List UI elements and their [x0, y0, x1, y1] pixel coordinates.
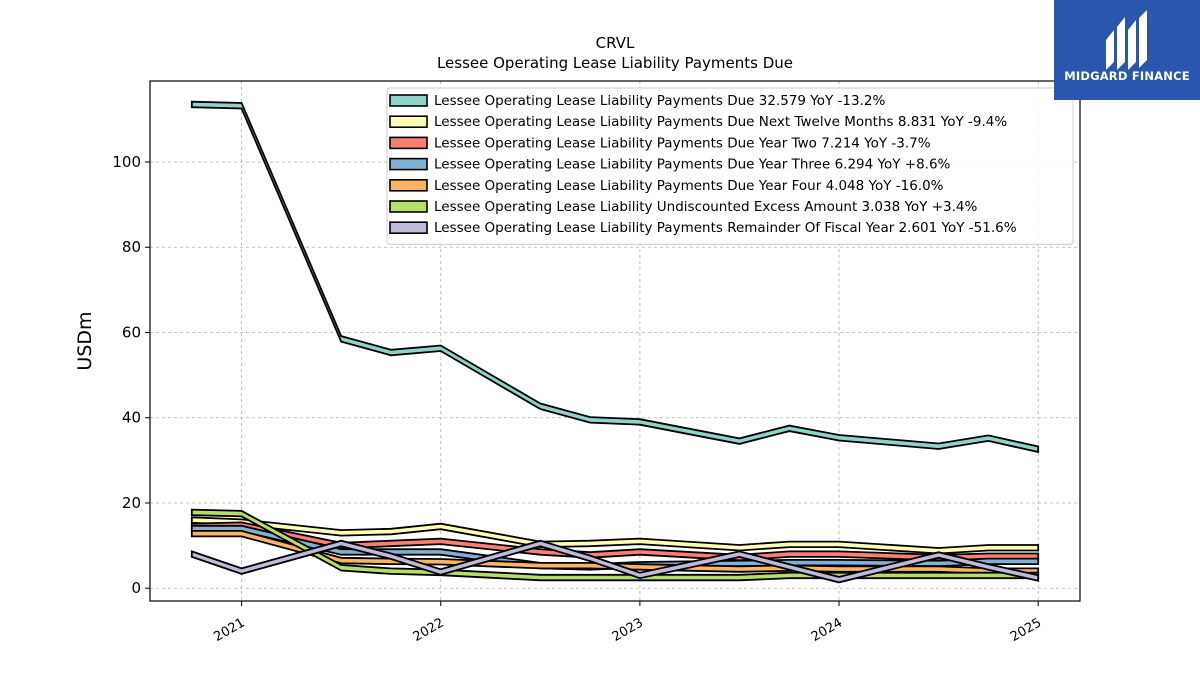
- legend-entry-7: Lessee Operating Lease Liability Payment…: [434, 220, 1017, 236]
- legend-swatch-7: [389, 221, 428, 234]
- brand-name: MIDGARD FINANCE: [1064, 69, 1190, 83]
- chart-title: CRVL: [596, 34, 635, 52]
- y-tick-label: 0: [131, 579, 141, 597]
- brand-logo-icon: [1106, 10, 1147, 70]
- y-tick-label: 100: [112, 153, 141, 171]
- legend-swatch-2: [389, 115, 428, 128]
- x-tick-label: 2022: [411, 615, 447, 645]
- x-tick-label: 2024: [809, 615, 845, 645]
- legend-entry-1: Lessee Operating Lease Liability Payment…: [434, 93, 885, 109]
- series-band-2: [190, 516, 1040, 555]
- legend-swatch-5: [389, 179, 428, 192]
- series-band-4: [190, 524, 1040, 571]
- x-tick-label: 2025: [1008, 615, 1044, 645]
- legend-swatch-6: [389, 200, 428, 213]
- brand-logo: MIDGARD FINANCE: [1054, 0, 1200, 100]
- series-layer: [190, 100, 1040, 584]
- legend-entry-4: Lessee Operating Lease Liability Payment…: [434, 157, 951, 173]
- legend-entry-3: Lessee Operating Lease Liability Payment…: [434, 135, 931, 151]
- series-band-7: [190, 539, 1040, 584]
- y-tick-label: 40: [122, 409, 141, 427]
- x-tick-label: 2023: [610, 615, 646, 645]
- legend-swatch-1: [389, 94, 428, 107]
- legend: Lessee Operating Lease Liability Payment…: [386, 87, 1074, 245]
- x-tick-label: 2021: [211, 615, 247, 645]
- legend-box: [386, 87, 1074, 245]
- y-tick-label: 20: [122, 494, 141, 512]
- y-tick-label: 60: [122, 323, 141, 341]
- legend-swatch-4: [389, 157, 428, 171]
- series-band-1: [190, 100, 1040, 454]
- plot-frame: [149, 80, 1081, 602]
- legend-entry-2: Lessee Operating Lease Liability Payment…: [434, 114, 1007, 130]
- legend-entry-6: Lessee Operating Lease Liability Undisco…: [434, 199, 978, 215]
- chart-subtitle: Lessee Operating Lease Liability Payment…: [437, 54, 793, 72]
- y-axis-label: USDm: [74, 311, 96, 370]
- y-tick-label: 80: [122, 238, 141, 256]
- legend-entry-5: Lessee Operating Lease Liability Payment…: [434, 178, 944, 194]
- legend-swatch-3: [389, 136, 428, 150]
